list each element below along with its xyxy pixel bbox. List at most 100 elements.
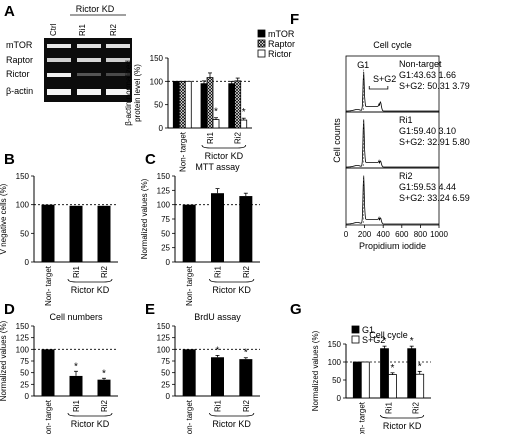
chart-f-histogram-line: [346, 119, 439, 168]
chart-b-y-tick-label: 0: [25, 258, 30, 267]
chart-e-bar: [211, 357, 224, 396]
chart-d-y-tick-label: 25: [20, 380, 29, 389]
chart-a-x-tick-label: Non- target: [178, 131, 187, 172]
chart-e-x-tick-label: Ri2: [242, 399, 251, 412]
chart-f-x-tick-label: 800: [414, 230, 428, 239]
chart-b-x-tick-label: Ri1: [72, 265, 81, 278]
chart-c-y-tick-label: 100: [157, 201, 171, 210]
chart-a-y-tick-label: 100: [150, 77, 164, 86]
blot-band: [77, 89, 101, 95]
chart-a-legend-label: mTOR: [268, 29, 295, 39]
chart-f-x-tick-label: 1000: [430, 230, 448, 239]
chart-g-legend-swatch: [351, 335, 360, 344]
chart-a-y-tick-label: 150: [150, 54, 164, 63]
chart-b-group-label: Rictor KD: [71, 285, 110, 295]
panel-label-c: C: [145, 151, 156, 168]
chart-g-y-axis-label: Normalized values (%): [311, 330, 320, 411]
chart-a-y-axis-label: protein level (%): [133, 64, 142, 122]
chart-f-histogram-line: [346, 175, 439, 225]
chart-a-significance: *: [242, 107, 246, 118]
chart-d-title: Cell numbers: [49, 312, 103, 322]
chart-a-bar: [178, 80, 186, 129]
chart-e-x-tick-label: Non- target: [185, 399, 194, 434]
chart-e-brdu: 0 25 50 75 100 125 150 BrdU assay * * Non- target R…: [157, 312, 260, 434]
chart-f-stat-line: S+G2: 32.91 5.80: [399, 137, 470, 147]
chart-g-y-tick-label: 0: [337, 394, 342, 403]
chart-c-x-tick-label: Non- target: [185, 265, 194, 306]
western-blot: Rictor KD Ctrl Ri1 Ri2 mTOR Raptor Ricto…: [6, 4, 132, 102]
chart-b-y-tick-label: 100: [16, 201, 30, 210]
chart-c-group-label: Rictor KD: [212, 285, 251, 295]
chart-c-y-tick-label: 50: [161, 229, 170, 238]
chart-f-sample-name: Non-target: [399, 59, 442, 69]
chart-g-x-tick-label: Ri2: [412, 401, 421, 414]
chart-b-bar: [97, 205, 111, 262]
blot-lane-ri1: Ri1: [78, 23, 87, 36]
blot-band: [106, 58, 130, 62]
chart-e-bar: [239, 359, 253, 396]
blot-header: Rictor KD: [76, 4, 115, 14]
chart-d-x-tick-label: Non- target: [44, 399, 53, 434]
blot-band: [106, 89, 130, 95]
chart-e-significance: *: [216, 345, 220, 356]
chart-c-bar: [239, 196, 253, 262]
panel-label-b: B: [4, 151, 15, 168]
chart-f-x-tick-label: 400: [377, 230, 391, 239]
chart-g-significance: *: [383, 336, 387, 347]
blot-row-label: mTOR: [6, 40, 33, 50]
chart-g-group-label: Rictor KD: [383, 421, 422, 431]
chart-d-y-tick-label: 50: [20, 369, 29, 378]
chart-f-stat-line: S+G2: 50.31 3.79: [399, 81, 470, 91]
chart-g-x-tick-label: Ri1: [385, 401, 394, 414]
chart-e-y-tick-label: 125: [157, 334, 171, 343]
chart-e-y-tick-label: 150: [157, 322, 171, 331]
blot-band: [47, 89, 71, 95]
chart-a-legend-swatch: [257, 29, 266, 38]
chart-e-y-tick-label: 25: [161, 380, 170, 389]
chart-g-x-tick-label: Non- target: [357, 401, 366, 434]
chart-a-y-tick-label: 0: [159, 124, 164, 133]
chart-a-bar: [206, 77, 214, 129]
chart-f-peak-label: S+G2: [373, 74, 396, 84]
chart-g-bar: [360, 361, 370, 399]
chart-c-x-tick-label: Ri2: [242, 265, 251, 278]
chart-d-group-label: Rictor KD: [71, 419, 110, 429]
chart-a-legend-swatch: [257, 39, 266, 48]
chart-e-title: BrdU assay: [194, 312, 241, 322]
chart-c-y-tick-label: 0: [166, 258, 171, 267]
chart-c-y-tick-label: 75: [161, 215, 170, 224]
blot-band: [106, 44, 130, 48]
chart-a-group-label: Rictor KD: [205, 151, 244, 161]
chart-a-x-tick-label: Ri1: [206, 131, 215, 144]
blot-band: [47, 73, 71, 77]
chart-d-group-bracket: [67, 412, 113, 417]
chart-g-significance: *: [391, 363, 395, 374]
chart-c-y-tick-label: 150: [157, 172, 171, 181]
chart-a-legend-label: Raptor: [268, 39, 295, 49]
chart-a-legend-swatch: [257, 49, 266, 58]
chart-a-y-axis-label: β-actin normalized: [124, 60, 133, 126]
panel-label-f: F: [290, 11, 299, 28]
blot-band: [77, 73, 101, 76]
chart-g-y-tick-label: 150: [328, 340, 342, 349]
chart-g-bar: [415, 373, 425, 399]
chart-e-y-tick-label: 75: [161, 357, 170, 366]
chart-f-stat-line: G1:43.63 1.66: [399, 70, 456, 80]
chart-f-sample-name: Ri1: [399, 115, 413, 125]
chart-e-y-tick-label: 100: [157, 345, 171, 354]
chart-c-bar: [211, 193, 224, 262]
chart-a-bar: [200, 83, 208, 129]
chart-f-y-axis-label: Cell counts: [332, 118, 342, 163]
chart-f-histogram-line: [346, 71, 439, 112]
chart-f-peak-label: G1: [357, 60, 369, 70]
blot-band: [77, 58, 101, 62]
chart-b-group-bracket: [67, 278, 113, 283]
chart-c-bar: [182, 204, 196, 262]
chart-a-bar: [212, 119, 220, 129]
chart-f-stat-line: G1:59.53 4.44: [399, 182, 456, 192]
chart-f-stat-line: S+G2: 33.24 6.59: [399, 193, 470, 203]
blot-band: [47, 44, 71, 48]
chart-b-y-axis-label: V negative cells (%): [0, 183, 8, 254]
chart-d-y-axis-label: Normalized values (%): [0, 320, 8, 401]
